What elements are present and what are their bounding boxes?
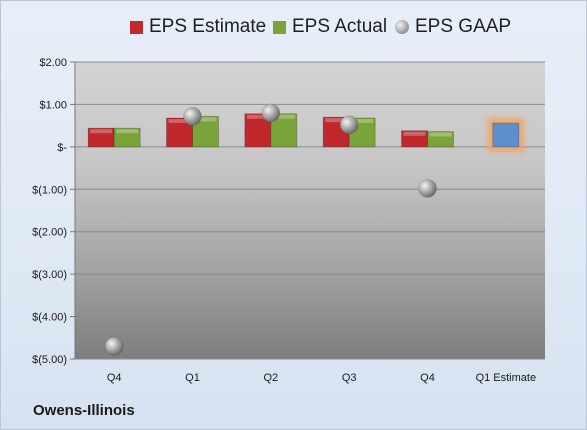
bar-eps-actual-highlight	[116, 129, 139, 134]
bar-eps-actual	[113, 127, 141, 148]
chart-legend: EPS Estimate EPS Actual EPS GAAP	[0, 16, 587, 42]
x-tick-label: Q4	[420, 372, 435, 384]
y-tick-label: $1.00	[39, 99, 67, 111]
marker-eps-gaap	[339, 115, 359, 135]
marker-eps-gaap	[418, 179, 437, 198]
bar-eps-estimate-highlight	[325, 118, 348, 123]
bar-eps-actual	[427, 131, 454, 148]
x-tick-label: Q4	[107, 372, 122, 384]
y-tick-label: $(2.00)	[32, 227, 67, 239]
bar-eps-actual-highlight	[351, 119, 374, 124]
company-name: Owens-Illinois	[33, 402, 135, 419]
legend-label-eps-estimate: EPS Estimate	[149, 16, 267, 37]
y-tick-label: $(1.00)	[32, 184, 67, 196]
x-tick-label: Q1 Estimate	[476, 372, 537, 384]
legend-swatch-eps-estimate	[130, 20, 143, 34]
legend-label-eps-gaap: EPS GAAP	[415, 16, 512, 37]
bar-eps-actual-highlight	[194, 117, 217, 122]
bar-eps-estimate-highlight	[246, 114, 269, 119]
x-tick-label: Q1	[185, 372, 200, 384]
y-tick-label: $(3.00)	[32, 269, 67, 281]
x-tick-label: Q3	[342, 372, 357, 384]
bar-eps-estimate	[244, 113, 272, 148]
x-tick-label: Q2	[263, 372, 278, 384]
legend-item-eps-estimate: EPS Estimate	[130, 16, 266, 38]
legend-item-eps-gaap: EPS GAAP	[395, 16, 511, 38]
bar-eps-actual-highlight	[272, 114, 295, 119]
legend-item-eps-actual: EPS Actual	[273, 16, 387, 38]
legend-swatch-eps-actual	[273, 20, 286, 34]
y-tick-label: $2.00	[39, 57, 67, 69]
bar-eps-q1-estimate	[492, 122, 520, 148]
bar-eps-estimate-highlight	[168, 119, 191, 124]
marker-eps-gaap	[104, 336, 124, 356]
marker-eps-gaap	[183, 107, 202, 126]
marker-eps-gaap	[261, 103, 281, 123]
y-tick-label: $-	[57, 142, 67, 154]
legend-marker-eps-gaap	[395, 20, 409, 34]
plot-area	[75, 62, 545, 359]
y-tick-label: $(5.00)	[32, 354, 67, 366]
y-tick-label: $(4.00)	[32, 312, 67, 324]
bar-eps-estimate-highlight	[90, 129, 113, 134]
legend-label-eps-actual: EPS Actual	[292, 16, 388, 37]
bar-eps-actual-highlight	[429, 132, 452, 137]
bar-eps-estimate-highlight	[403, 131, 426, 136]
